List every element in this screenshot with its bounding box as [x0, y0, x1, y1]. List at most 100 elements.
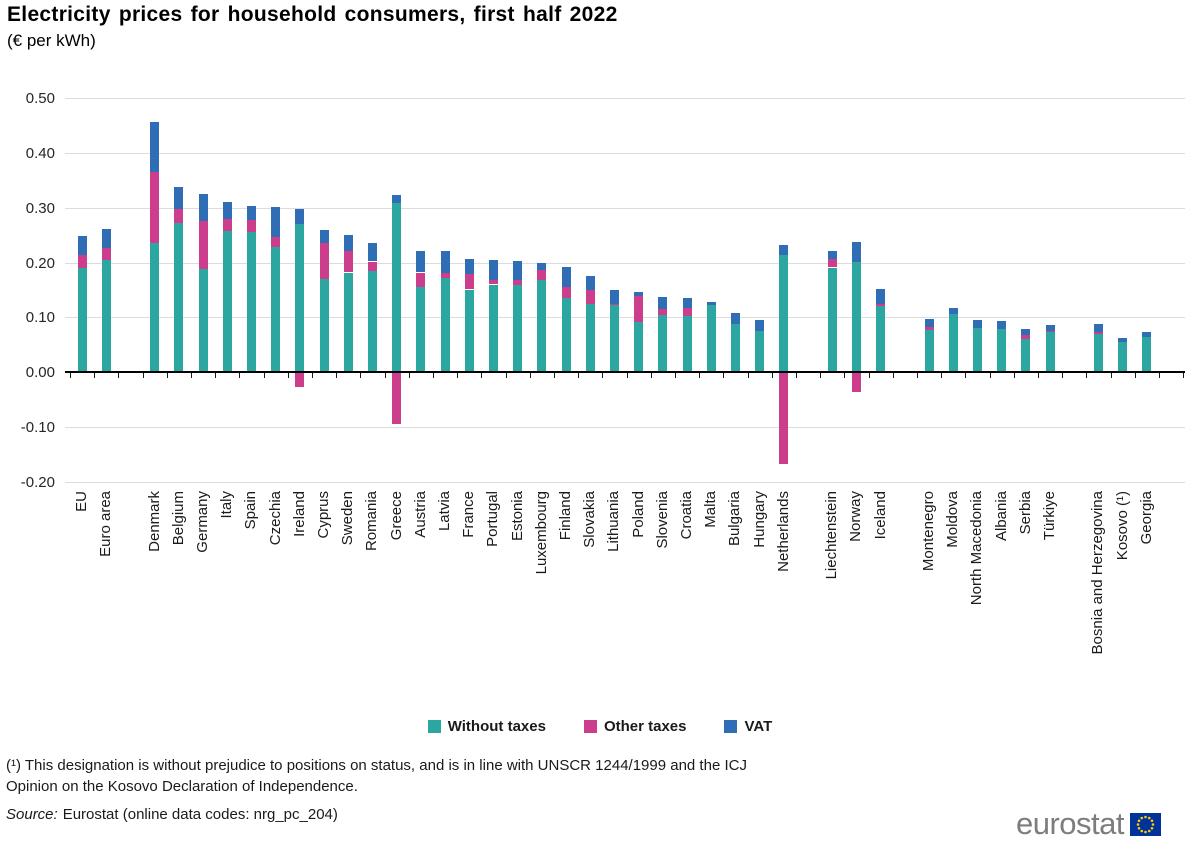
- bar-segment-vat-north-macedonia: [972, 320, 982, 328]
- country-label: Bosnia and Herzegovina: [1089, 491, 1107, 655]
- legend-item-vat: VAT: [724, 718, 772, 735]
- country-label: France: [460, 491, 478, 538]
- bar-segment-vat-portugal: [488, 260, 498, 280]
- x-axis-tick: [941, 373, 943, 379]
- x-axis-tick: [505, 373, 507, 379]
- bar-segment-without-taxes-malta: [706, 305, 716, 373]
- y-axis-tick-label: 0.10: [25, 309, 55, 327]
- x-axis-tick: [771, 373, 773, 379]
- bar-segment-without-taxes-moldova: [948, 313, 958, 373]
- bar-segment-vat-estonia: [513, 260, 523, 281]
- bar-segment-without-taxes-croatia: [682, 316, 692, 373]
- x-axis-tick: [481, 373, 483, 379]
- bar-segment-without-taxes-albania: [997, 329, 1007, 373]
- y-gridline: [65, 207, 1185, 209]
- country-label: EU: [73, 491, 90, 512]
- source-text: Eurostat (online data codes: nrg_pc_204): [62, 806, 338, 823]
- bar-segment-other-taxes-t-rkiye: [1045, 330, 1055, 333]
- bar-segment-vat-romania: [367, 243, 377, 262]
- x-axis-tick: [336, 373, 338, 379]
- y-axis-tick-label: -0.10: [20, 419, 55, 437]
- bar-segment-without-taxes-austria: [416, 287, 426, 373]
- kosovo-footnote-line2: Opinion on the Kosovo Declaration of Ind…: [6, 778, 358, 795]
- x-axis-tick: [118, 373, 120, 379]
- country-label: Georgia: [1137, 491, 1155, 545]
- bar-segment-other-taxes-euro-area: [101, 248, 111, 261]
- bar-segment-other-taxes-czechia: [271, 237, 281, 248]
- x-axis-tick: [699, 373, 701, 379]
- bar-segment-without-taxes-ireland: [295, 224, 305, 373]
- country-label: Spain: [242, 491, 260, 530]
- bar-segment-without-taxes-euro-area: [101, 260, 111, 373]
- bar-segment-vat-albania: [997, 321, 1007, 329]
- country-label: Germany: [194, 491, 211, 553]
- country-label: Slovakia: [581, 491, 599, 548]
- bar-segment-vat-netherlands: [779, 245, 789, 255]
- bar-segment-vat-cyprus: [319, 229, 329, 244]
- bar-segment-vat-czechia: [271, 206, 281, 238]
- bar-segment-without-taxes-poland: [634, 322, 644, 373]
- bar-segment-without-taxes-finland: [561, 297, 571, 373]
- country-label: Italy: [218, 491, 236, 519]
- bar-segment-without-taxes-iceland: [876, 305, 886, 373]
- x-axis-tick: [747, 373, 749, 379]
- bar-segment-vat-malta: [706, 302, 716, 306]
- x-axis-tick: [142, 373, 144, 379]
- bar-segment-vat-euro-area: [101, 228, 111, 249]
- bar-segment-other-taxes-bosnia-and-herzegovina: [1093, 331, 1103, 335]
- x-axis-tick: [69, 373, 71, 379]
- bar-segment-other-taxes-belgium: [174, 208, 184, 224]
- country-label: Estonia: [508, 491, 526, 542]
- bar-segment-without-taxes-netherlands: [779, 254, 789, 373]
- bar-segment-without-taxes-kosovo-: [1118, 342, 1128, 373]
- bar-segment-other-taxes-slovenia: [658, 309, 668, 316]
- bar-segment-vat-montenegro: [924, 319, 934, 327]
- bar-segment-vat-germany: [198, 193, 208, 221]
- country-label: Croatia: [678, 491, 695, 540]
- x-axis-tick: [965, 373, 967, 379]
- bar-segment-vat-slovakia: [585, 275, 595, 290]
- bar-segment-without-taxes-slovakia: [585, 303, 595, 373]
- bar-segment-other-taxes-romania: [367, 261, 377, 272]
- country-label: Norway: [847, 491, 865, 542]
- country-label: Finland: [557, 491, 574, 541]
- country-label: North Macedonia: [968, 491, 986, 606]
- legend-item-other-taxes: Other taxes: [583, 718, 687, 735]
- x-axis-tick: [215, 373, 217, 379]
- bar-segment-without-taxes-sweden: [343, 272, 353, 373]
- bar-segment-without-taxes-north-macedonia: [972, 327, 982, 373]
- chart-unit-subtitle: (€ per kWh): [7, 31, 96, 50]
- bar-segment-other-taxes-portugal: [488, 279, 498, 285]
- bar-segment-other-taxes-sweden: [343, 251, 353, 273]
- bar-segment-other-taxes-denmark: [150, 172, 160, 243]
- bar-segment-other-taxes-estonia: [513, 280, 523, 285]
- y-gridline: [65, 152, 1185, 154]
- x-axis-tick: [457, 373, 459, 379]
- x-axis-tick: [674, 373, 676, 379]
- x-axis-tick: [166, 373, 168, 379]
- x-axis-tick: [868, 373, 870, 379]
- chart-legend: Without taxes Other taxes VAT: [0, 718, 1200, 735]
- legend-item-without-taxes: Without taxes: [427, 718, 546, 735]
- country-label: Türkiye: [1041, 491, 1058, 541]
- x-axis-tick: [650, 373, 652, 379]
- eurostat-logo-text: eurostat: [1016, 806, 1125, 841]
- bar-segment-other-taxes-cyprus: [319, 243, 329, 280]
- x-axis-tick: [190, 373, 192, 379]
- bar-segment-vat-luxembourg: [537, 262, 547, 271]
- x-axis-tick: [723, 373, 725, 379]
- x-axis-tick: [916, 373, 918, 379]
- bar-segment-other-taxes-norway: [851, 372, 861, 392]
- bar-segment-vat-france: [464, 259, 474, 275]
- x-axis-tick: [408, 373, 410, 379]
- x-axis-tick: [311, 373, 313, 379]
- legend-label: Other taxes: [603, 718, 687, 735]
- bar-segment-without-taxes-serbia: [1021, 339, 1031, 373]
- bar-segment-vat-poland: [634, 291, 644, 297]
- bar-segment-other-taxes-latvia: [440, 273, 450, 278]
- bar-segment-without-taxes-france: [464, 289, 474, 373]
- country-label: Bulgaria: [726, 491, 744, 547]
- bar-segment-vat-slovenia: [658, 296, 668, 310]
- source-line: Source: Eurostat (online data codes: nrg_…: [6, 806, 338, 823]
